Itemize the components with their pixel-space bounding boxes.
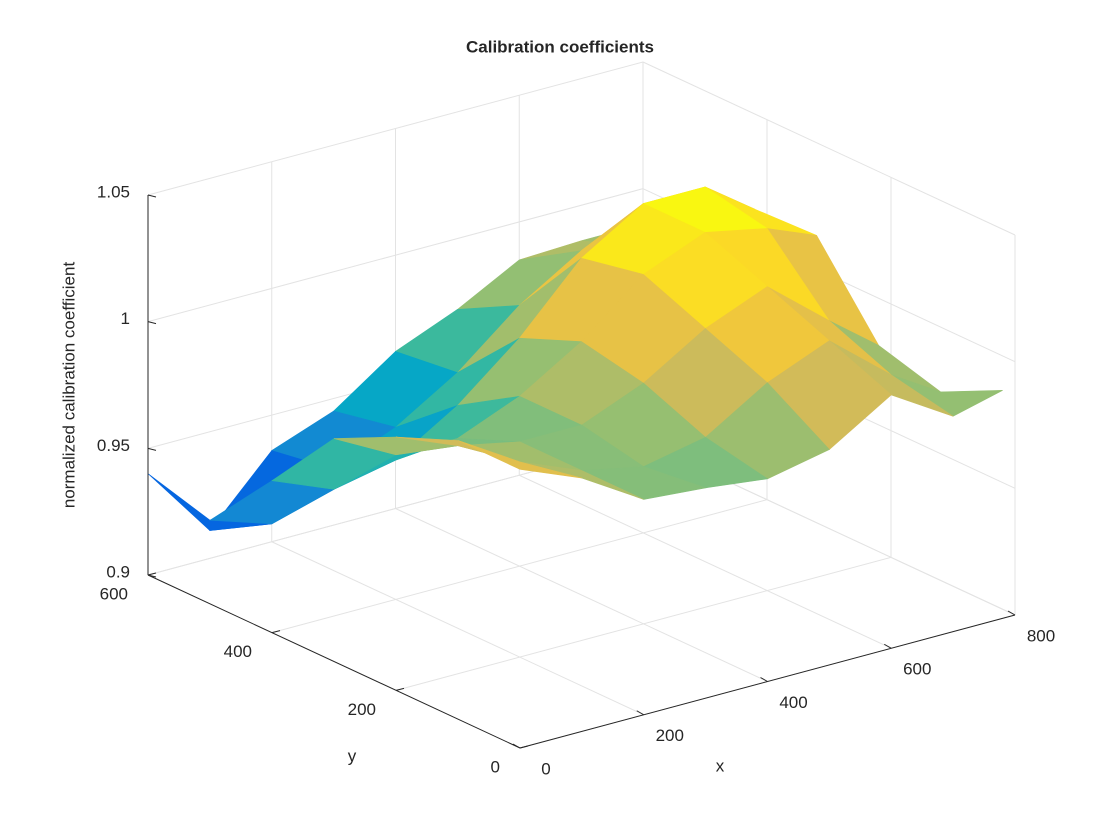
- x-tick-label: 200: [656, 726, 684, 745]
- y-tick-label: 200: [348, 700, 376, 719]
- z-tick: [147, 321, 157, 325]
- x-tick-label: 600: [903, 660, 931, 679]
- grid-line: [147, 61, 644, 196]
- z-tick-label: 1: [121, 309, 130, 328]
- x-tick-label: 0: [541, 759, 550, 778]
- x-tick: [1007, 610, 1016, 616]
- axes-layer: 0 200 400 600 800 0 200 400 600 0.9 0.95 1 1.05: [97, 182, 1055, 778]
- y-tick-label: 400: [224, 642, 252, 661]
- z-tick-label: 0.9: [106, 562, 130, 581]
- surface-patch: [457, 440, 582, 479]
- y-axis: [147, 574, 521, 749]
- grid-line: [395, 508, 768, 682]
- z-axis-label: normalized calibration coefficient: [59, 262, 78, 509]
- y-tick-label: 0: [491, 757, 500, 776]
- y-tick: [519, 745, 529, 749]
- z-tick-label: 1.05: [97, 182, 130, 201]
- surface: [147, 186, 1003, 531]
- grid-line: [147, 188, 644, 323]
- x-tick-label: 400: [779, 693, 807, 712]
- x-tick: [512, 743, 521, 749]
- y-tick: [147, 572, 157, 576]
- z-tick: [147, 574, 157, 578]
- x-tick-label: 800: [1027, 626, 1055, 645]
- y-tick: [395, 687, 405, 691]
- grid-line: [271, 541, 644, 716]
- y-axis-label: y: [348, 746, 357, 765]
- grid-line: [642, 61, 1016, 236]
- z-tick-label: 0.95: [97, 436, 130, 455]
- x-tick: [760, 677, 768, 682]
- x-tick: [636, 710, 644, 716]
- z-tick: [147, 447, 157, 451]
- y-tick: [271, 630, 281, 634]
- grid-line: [395, 556, 892, 691]
- y-tick-label: 600: [100, 584, 128, 603]
- z-tick: [147, 194, 157, 198]
- x-axis-label: x: [716, 756, 725, 775]
- chart-title: Calibration coefficients: [466, 37, 654, 56]
- x-tick: [884, 643, 892, 649]
- grid-line: [519, 474, 892, 649]
- grid-line: [271, 499, 768, 634]
